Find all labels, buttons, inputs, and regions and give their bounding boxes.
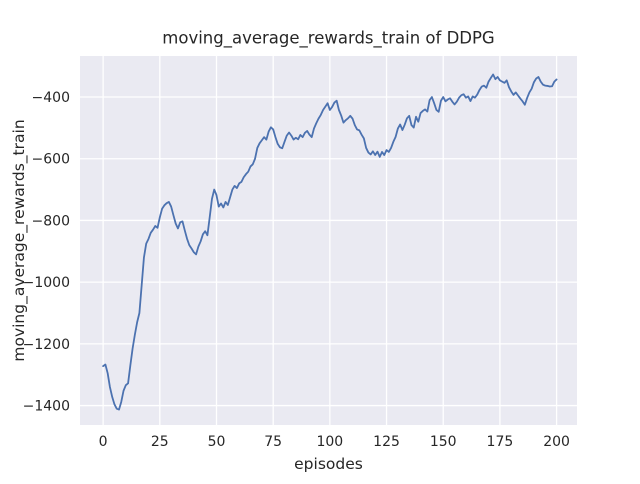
y-axis-label: moving_average_rewards_train <box>10 119 29 361</box>
x-tick-label-125: 125 <box>373 434 400 450</box>
x-tick-label-175: 175 <box>487 434 514 450</box>
y-tick-label--800: −800 <box>32 213 70 229</box>
x-tick-label-25: 25 <box>151 434 169 450</box>
y-tick-label--600: −600 <box>32 152 70 168</box>
x-axis-label: episodes <box>294 455 363 473</box>
chart-title: moving_average_rewards_train of DDPG <box>162 29 494 49</box>
x-tick-label-75: 75 <box>264 434 282 450</box>
y-tick-label--1400: −1400 <box>23 399 70 415</box>
y-tick-label--400: −400 <box>32 90 70 106</box>
series-group <box>102 73 558 411</box>
x-tick-label-0: 0 <box>99 434 108 450</box>
tick-labels: 0 25 50 75 100 125 150 175 200 −400 −600 −800 −1000 −… <box>23 90 570 450</box>
x-tick-label-200: 200 <box>543 434 570 450</box>
plot-area <box>80 56 577 425</box>
x-tick-label-100: 100 <box>316 434 343 450</box>
x-tick-label-150: 150 <box>430 434 457 450</box>
y-tick-label--1000: −1000 <box>23 275 70 291</box>
reward-line <box>102 73 558 411</box>
gridlines <box>80 56 577 425</box>
y-tick-label--1200: −1200 <box>23 337 70 353</box>
x-tick-label-50: 50 <box>208 434 226 450</box>
